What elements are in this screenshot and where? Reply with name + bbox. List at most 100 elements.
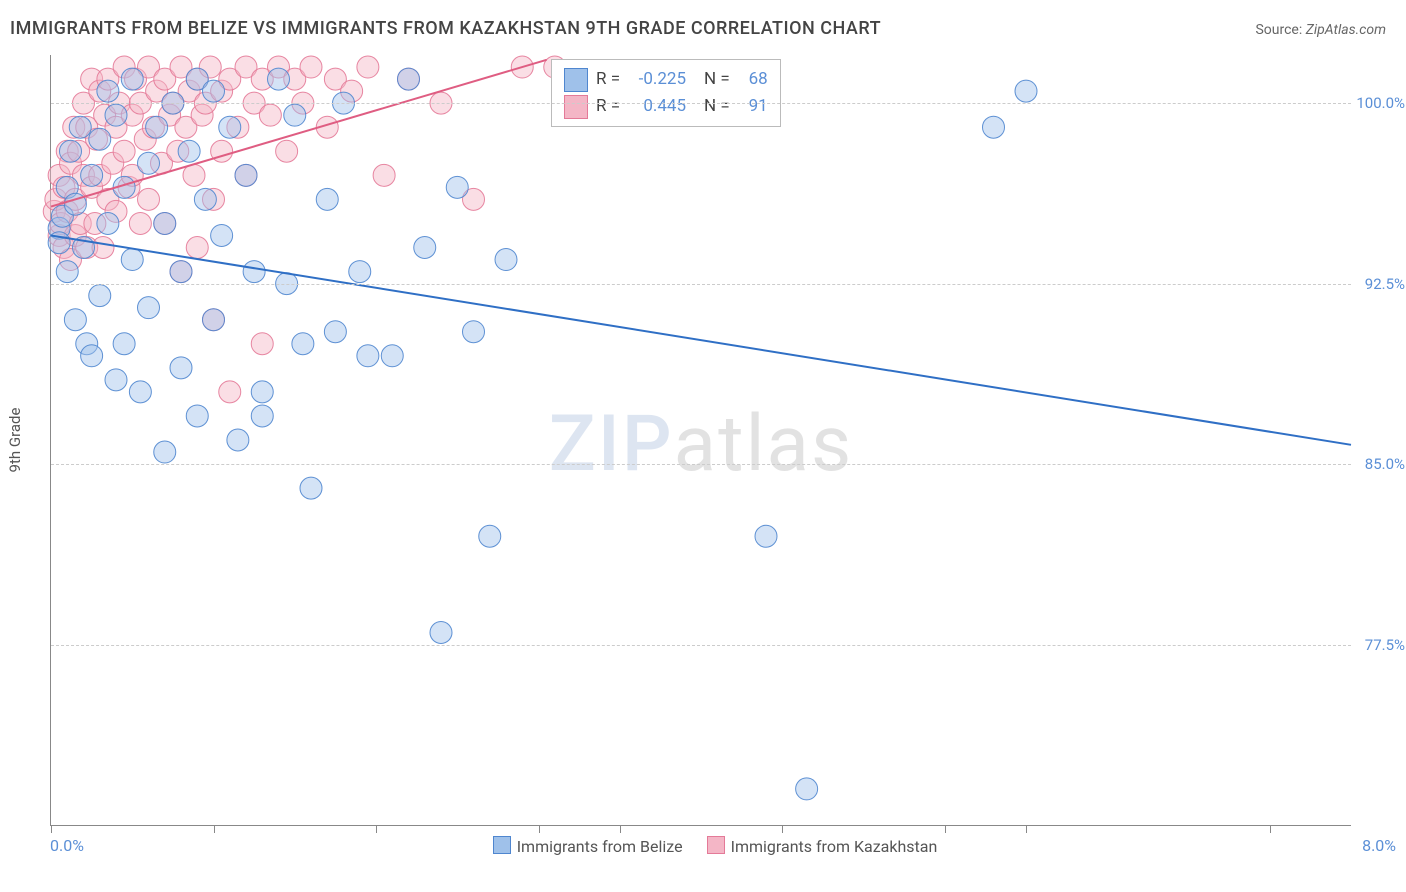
- scatter-point-belize: [178, 140, 200, 162]
- scatter-point-belize: [430, 622, 452, 644]
- stats-row-kazakhstan: R = 0.445 N = 91: [564, 93, 768, 120]
- stat-n-value: 91: [738, 93, 768, 120]
- stats-row-belize: R = -0.225 N = 68: [564, 66, 768, 93]
- legend-swatch: [707, 836, 725, 854]
- scatter-point-kazakhstan: [113, 140, 135, 162]
- plot-area: ZIPatlas R =-0.225N =68R =0.445N =91 77.…: [50, 55, 1351, 826]
- scatter-point-kazakhstan: [219, 381, 241, 403]
- scatter-point-belize: [203, 80, 225, 102]
- stat-r-label: R =: [596, 93, 620, 120]
- x-tick: [1270, 825, 1271, 833]
- scatter-point-kazakhstan: [138, 188, 160, 210]
- x-tick: [539, 825, 540, 833]
- scatter-point-kazakhstan: [276, 140, 298, 162]
- scatter-point-belize: [194, 188, 216, 210]
- y-tick-label: 92.5%: [1355, 275, 1405, 293]
- scatter-point-kazakhstan: [186, 237, 208, 259]
- scatter-point-belize: [284, 104, 306, 126]
- stats-legend: R = -0.225 N = 68 R = 0.445 N = 91: [551, 59, 781, 127]
- scatter-point-belize: [154, 441, 176, 463]
- scatter-point-belize: [138, 297, 160, 319]
- stat-n-value: 68: [738, 66, 768, 93]
- chart-source: Source: ZipAtlas.com: [1255, 22, 1386, 38]
- stat-n-label: N =: [704, 66, 730, 93]
- gridline: [51, 103, 1351, 104]
- scatter-point-belize: [227, 429, 249, 451]
- x-tick: [51, 825, 52, 833]
- x-tick: [1026, 825, 1027, 833]
- scatter-point-belize: [381, 345, 403, 367]
- scatter-point-belize: [479, 525, 501, 547]
- stat-r-value: 0.445: [628, 93, 686, 120]
- scatter-point-belize: [983, 116, 1005, 138]
- stat-r-label: R =: [596, 66, 620, 93]
- legend-label: Immigrants from Kazakhstan: [731, 837, 938, 856]
- scatter-point-kazakhstan: [300, 56, 322, 78]
- scatter-point-belize: [60, 140, 82, 162]
- y-axis-label: 9th Grade: [6, 408, 24, 473]
- gridline: [51, 464, 1351, 465]
- swatch-kazakhstan: [564, 95, 588, 119]
- scatter-point-belize: [292, 333, 314, 355]
- scatter-point-belize: [796, 778, 818, 800]
- scatter-point-belize: [105, 369, 127, 391]
- y-tick-label: 77.5%: [1355, 636, 1405, 654]
- scatter-point-belize: [324, 321, 346, 343]
- chart-title: IMMIGRANTS FROM BELIZE VS IMMIGRANTS FRO…: [10, 18, 881, 39]
- scatter-point-belize: [121, 68, 143, 90]
- gridline: [51, 645, 1351, 646]
- x-tick: [782, 825, 783, 833]
- scatter-point-belize: [154, 212, 176, 234]
- stat-r-value: -0.225: [628, 66, 686, 93]
- scatter-point-belize: [251, 405, 273, 427]
- x-tick: [620, 825, 621, 833]
- swatch-belize: [564, 68, 588, 92]
- gridline: [51, 284, 1351, 285]
- scatter-point-kazakhstan: [357, 56, 379, 78]
- scatter-point-belize: [1015, 80, 1037, 102]
- scatter-point-kazakhstan: [373, 164, 395, 186]
- scatter-point-belize: [64, 309, 86, 331]
- scatter-point-belize: [56, 261, 78, 283]
- scatter-point-belize: [316, 188, 338, 210]
- source-label: Source:: [1255, 22, 1302, 38]
- scatter-point-belize: [463, 321, 485, 343]
- scatter-point-kazakhstan: [92, 237, 114, 259]
- stat-n-label: N =: [704, 93, 730, 120]
- scatter-point-belize: [495, 249, 517, 271]
- scatter-point-kazakhstan: [259, 104, 281, 126]
- scatter-point-belize: [138, 152, 160, 174]
- scatter-point-belize: [414, 237, 436, 259]
- x-tick: [945, 825, 946, 833]
- scatter-point-belize: [349, 261, 371, 283]
- scatter-point-belize: [121, 249, 143, 271]
- scatter-point-belize: [219, 116, 241, 138]
- x-tick: [376, 825, 377, 833]
- y-tick-label: 85.0%: [1355, 455, 1405, 473]
- legend-label: Immigrants from Belize: [517, 837, 683, 856]
- scatter-point-belize: [398, 68, 420, 90]
- scatter-point-belize: [97, 80, 119, 102]
- legend-swatch: [493, 836, 511, 854]
- scatter-point-belize: [69, 116, 91, 138]
- scatter-point-belize: [203, 309, 225, 331]
- trend-line-belize: [51, 235, 1351, 444]
- scatter-point-belize: [97, 212, 119, 234]
- scatter-point-belize: [129, 381, 151, 403]
- y-tick-label: 100.0%: [1355, 94, 1405, 112]
- scatter-point-belize: [251, 381, 273, 403]
- scatter-svg: [51, 55, 1351, 825]
- scatter-point-belize: [89, 128, 111, 150]
- scatter-point-kazakhstan: [183, 164, 205, 186]
- scatter-point-belize: [146, 116, 168, 138]
- scatter-point-belize: [81, 164, 103, 186]
- scatter-point-belize: [235, 164, 257, 186]
- x-tick: [214, 825, 215, 833]
- legend-bottom: Immigrants from Belize Immigrants from Ka…: [0, 836, 1406, 856]
- scatter-point-belize: [446, 176, 468, 198]
- scatter-point-belize: [243, 261, 265, 283]
- scatter-point-belize: [170, 357, 192, 379]
- scatter-point-belize: [113, 333, 135, 355]
- scatter-point-belize: [186, 405, 208, 427]
- scatter-point-belize: [300, 477, 322, 499]
